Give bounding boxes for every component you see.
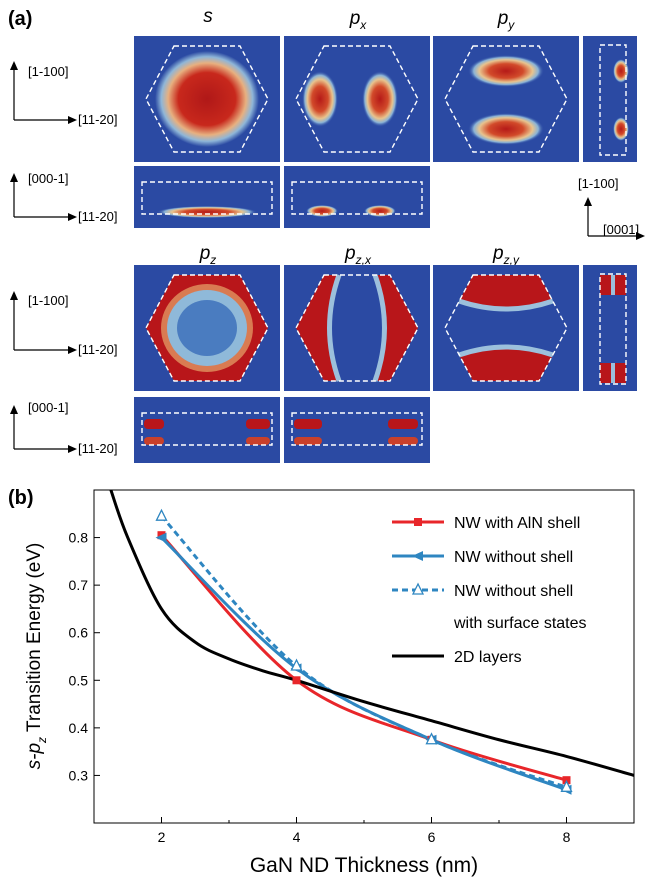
axis-arrows-side2 — [10, 405, 77, 453]
orbital-label-px: px — [349, 8, 367, 32]
legend-label-0: NW with AlN shell — [454, 515, 580, 532]
x-axis-label: GaN ND Thickness (nm) — [250, 854, 478, 877]
orbital-label-pzx: pz,x — [345, 243, 371, 267]
series-2-point — [425, 732, 438, 745]
legend-marker-1 — [412, 551, 423, 561]
map-pzx-top — [284, 265, 430, 391]
axis-label-right-horizontal: [0001] — [603, 222, 640, 237]
legend-label-3: 2D layers — [454, 649, 522, 666]
axis-arrows-side1 — [10, 173, 77, 221]
map-pzy-side — [583, 265, 637, 391]
series-2-point — [290, 658, 303, 671]
legend-label-1: NW without shell — [454, 549, 573, 566]
map-pzy-top — [433, 265, 579, 391]
legend-marker-0 — [414, 518, 422, 526]
legend-label-2: NW without shell — [454, 583, 573, 600]
axis-label-side2-horizontal: [11-20] — [78, 441, 118, 456]
series-1-point — [155, 532, 167, 543]
map-px-side — [284, 166, 430, 228]
orbital-label-pz: pz — [199, 243, 217, 267]
series-line-3 — [109, 490, 634, 777]
axis-label-mid-horizontal: [11-20] — [78, 342, 118, 357]
chart-legend: NW with AlN shell NW without shell NW with… — [392, 515, 587, 666]
y-tick-label: 0.8 — [69, 530, 89, 546]
y-tick-label: 0.5 — [69, 672, 89, 688]
series-line-0 — [160, 534, 567, 782]
series-2-point — [560, 779, 573, 792]
plot-frame — [93, 489, 635, 824]
orbital-label-pzy: pz,y — [493, 243, 519, 267]
map-py-side — [583, 36, 637, 162]
map-pz-side — [134, 397, 280, 463]
axis-label-top-vertical: [1-100] — [28, 64, 69, 79]
series-0-point — [292, 676, 301, 685]
orbital-label-s: s — [203, 6, 213, 27]
axis-arrows-top — [10, 61, 77, 124]
transition-energy-chart: 2 4 6 8 0.3 0.4 0.5 0.6 0.7 0.8 GaN ND Thickness… — [24, 489, 635, 877]
panel-a-letter: (a) — [8, 8, 33, 30]
y-tick-label: 0.4 — [69, 720, 89, 736]
map-pz-top — [134, 265, 280, 391]
map-s-top — [134, 36, 280, 162]
axis-arrows-mid — [10, 291, 77, 354]
y-tick-label: 0.3 — [69, 767, 89, 783]
y-tick-label: 0.7 — [69, 577, 89, 593]
legend-marker-2 — [411, 582, 425, 595]
axis-arrows-right — [584, 197, 645, 240]
x-tick-label: 8 — [563, 829, 571, 845]
panel-b-letter: (b) — [8, 487, 34, 509]
axis-label-side1-horizontal: [11-20] — [78, 209, 118, 224]
axis-label-top-horizontal: [11-20] — [78, 112, 118, 127]
map-s-side — [134, 166, 280, 228]
axis-label-side2-vertical: [000-1] — [28, 400, 69, 415]
axis-label-right-vertical: [1-100] — [578, 176, 619, 191]
x-tick-label: 2 — [158, 829, 166, 845]
x-tick-label: 4 — [293, 829, 301, 845]
y-tick-label: 0.6 — [69, 625, 89, 641]
map-py-top — [433, 36, 579, 162]
axis-label-side1-vertical: [000-1] — [28, 171, 69, 186]
y-axis-label: s-pz Transition Energy (eV) — [24, 543, 49, 770]
orbital-label-py: py — [497, 8, 515, 32]
legend-label-2-line2: with surface states — [453, 615, 587, 632]
axis-label-mid-vertical: [1-100] — [28, 293, 69, 308]
map-px-top — [284, 36, 430, 162]
x-tick-label: 6 — [428, 829, 436, 845]
series-2-point — [155, 508, 168, 521]
map-pzx-side — [284, 397, 430, 463]
series-line-2 — [160, 515, 567, 789]
